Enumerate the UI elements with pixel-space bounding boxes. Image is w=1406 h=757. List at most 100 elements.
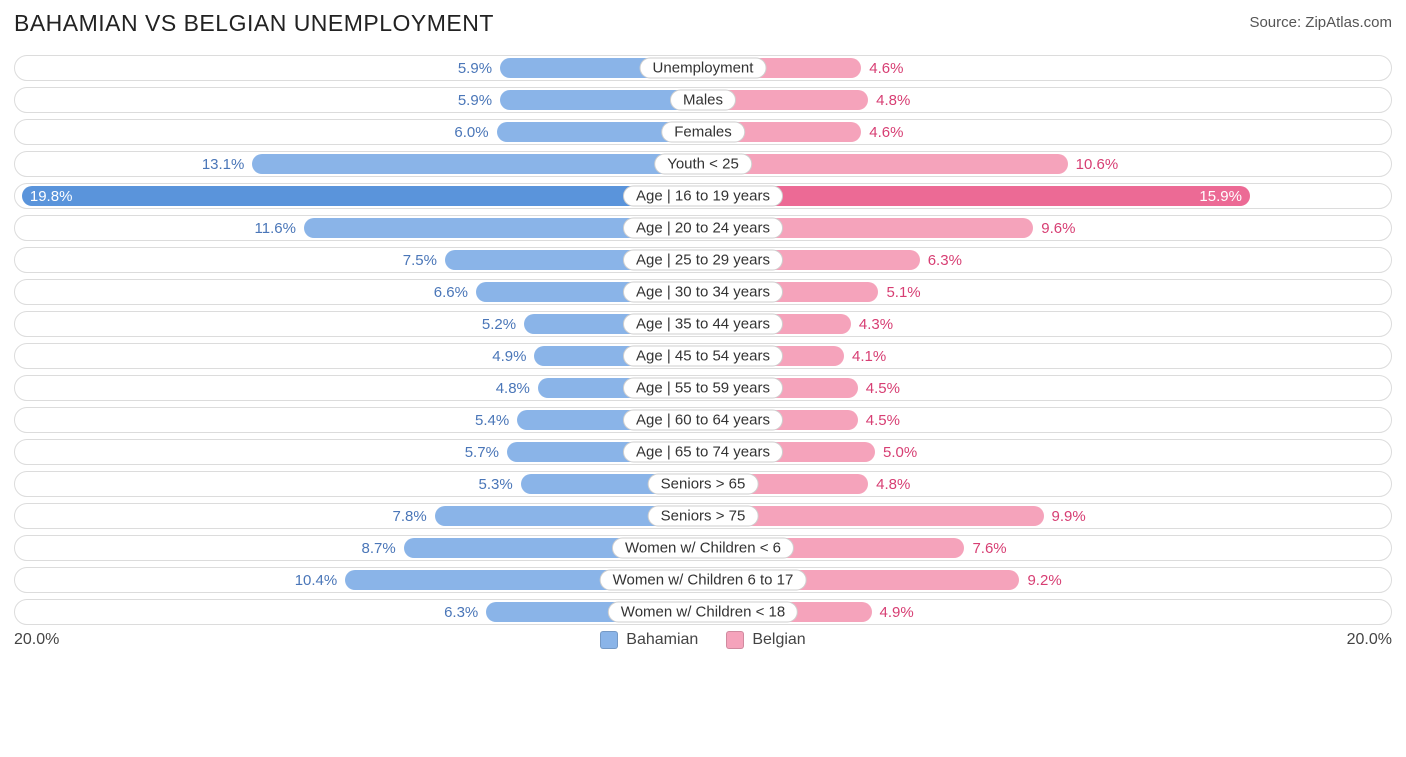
chart-row: 7.8% 9.9% Seniors > 75 (14, 503, 1392, 529)
category-label: Youth < 25 (654, 154, 752, 175)
value-left: 4.8% (496, 376, 538, 400)
chart-row: 6.6% 5.1% Age | 30 to 34 years (14, 279, 1392, 305)
row-right-half: 6.3% (703, 248, 1391, 272)
row-left-half: 11.6% (15, 216, 703, 240)
category-label: Age | 20 to 24 years (623, 218, 783, 239)
row-left-half: 19.8% (15, 184, 703, 208)
value-left: 6.0% (454, 120, 496, 144)
value-left: 6.3% (444, 600, 486, 624)
chart-row: 6.0%4.6%Females (14, 119, 1392, 145)
bar-right (703, 186, 1250, 206)
value-right: 9.2% (1019, 568, 1061, 592)
value-right: 10.6% (1068, 152, 1119, 176)
category-label: Age | 65 to 74 years (623, 442, 783, 463)
row-right-half: 5.0% (703, 440, 1391, 464)
row-left-half: 5.9% (15, 56, 703, 80)
chart-row: 4.9% 4.1% Age | 45 to 54 years (14, 343, 1392, 369)
category-label: Age | 30 to 34 years (623, 282, 783, 303)
value-left: 13.1% (202, 152, 253, 176)
row-left-half: 4.9% (15, 344, 703, 368)
row-right-half: 4.8% (703, 88, 1391, 112)
row-right-half: 4.1% (703, 344, 1391, 368)
chart-header: BAHAMIAN VS BELGIAN UNEMPLOYMENT Source:… (14, 10, 1392, 37)
value-left: 5.7% (465, 440, 507, 464)
bar-right (703, 154, 1068, 174)
value-right: 7.6% (964, 536, 1006, 560)
row-left-half: 13.1% (15, 152, 703, 176)
row-left-half: 6.3% (15, 600, 703, 624)
chart-row: 4.8% 4.5% Age | 55 to 59 years (14, 375, 1392, 401)
row-left-half: 7.8% (15, 504, 703, 528)
category-label: Age | 45 to 54 years (623, 346, 783, 367)
row-left-half: 5.3% (15, 472, 703, 496)
value-right: 4.6% (861, 56, 903, 80)
value-left: 11.6% (255, 216, 304, 240)
chart-row: 10.4% 9.2% Women w/ Children 6 to 17 (14, 567, 1392, 593)
category-label: Women w/ Children < 6 (612, 538, 794, 559)
value-left: 5.2% (482, 312, 524, 336)
legend-label-right: Belgian (752, 631, 805, 649)
value-right: 4.9% (872, 600, 914, 624)
legend-item-left: Bahamian (600, 631, 698, 649)
category-label: Women w/ Children < 18 (608, 602, 798, 623)
category-label: Males (670, 90, 736, 111)
row-left-half: 7.5% (15, 248, 703, 272)
category-label: Women w/ Children 6 to 17 (600, 570, 807, 591)
value-right: 4.1% (844, 344, 886, 368)
category-label: Age | 55 to 59 years (623, 378, 783, 399)
chart-row: 5.3% 4.8% Seniors > 65 (14, 471, 1392, 497)
row-right-half: 9.9% (703, 504, 1391, 528)
chart-row: 5.7% 5.0% Age | 65 to 74 years (14, 439, 1392, 465)
value-left: 7.5% (403, 248, 445, 272)
value-right: 9.9% (1044, 504, 1086, 528)
category-label: Seniors > 75 (648, 506, 759, 527)
value-right: 4.8% (868, 88, 910, 112)
row-left-half: 8.7% (15, 536, 703, 560)
row-left-half: 4.8% (15, 376, 703, 400)
value-right: 5.0% (875, 440, 917, 464)
chart-row: 7.5% 6.3% Age | 25 to 29 years (14, 247, 1392, 273)
value-right: 4.5% (858, 408, 900, 432)
chart-row: 5.2% 4.3%Age | 35 to 44 years (14, 311, 1392, 337)
row-left-half: 6.6% (15, 280, 703, 304)
row-right-half: 4.3% (703, 312, 1391, 336)
chart-title: BAHAMIAN VS BELGIAN UNEMPLOYMENT (14, 10, 494, 37)
row-right-half: 10.6% (703, 152, 1391, 176)
row-right-half: 4.9% (703, 600, 1391, 624)
value-left: 5.3% (478, 472, 520, 496)
value-right: 6.3% (920, 248, 962, 272)
row-right-half: 4.5% (703, 408, 1391, 432)
value-right: 4.5% (858, 376, 900, 400)
chart-row: 13.1% 10.6% Youth < 25 (14, 151, 1392, 177)
row-right-half: 9.6% (703, 216, 1391, 240)
value-right: 4.8% (868, 472, 910, 496)
axis-max-left: 20.0% (14, 631, 59, 649)
value-right: 9.6% (1033, 216, 1075, 240)
value-right: 15.9% (1199, 184, 1250, 208)
value-left: 5.4% (475, 408, 517, 432)
row-left-half: 5.9% (15, 88, 703, 112)
bar-left (252, 154, 703, 174)
chart-row: 6.3% 4.9% Women w/ Children < 18 (14, 599, 1392, 625)
category-label: Age | 25 to 29 years (623, 250, 783, 271)
axis-max-right: 20.0% (1347, 631, 1392, 649)
category-label: Age | 35 to 44 years (623, 314, 783, 335)
row-right-half: 5.1% (703, 280, 1391, 304)
category-label: Seniors > 65 (648, 474, 759, 495)
row-left-half: 5.4% (15, 408, 703, 432)
diverging-bar-chart: 5.9%4.6%Unemployment5.9%4.8%Males6.0%4.6… (14, 55, 1392, 625)
row-right-half: 4.6% (703, 56, 1391, 80)
chart-source: Source: ZipAtlas.com (1249, 14, 1392, 31)
value-left: 10.4% (295, 568, 346, 592)
chart-row: 19.8% 15.9% Age | 16 to 19 years (14, 183, 1392, 209)
category-label: Age | 16 to 19 years (623, 186, 783, 207)
chart-row: 5.9% 4.6% Unemployment (14, 55, 1392, 81)
row-right-half: 15.9% (703, 184, 1391, 208)
category-label: Unemployment (640, 58, 767, 79)
chart-legend: Bahamian Belgian (600, 631, 805, 649)
legend-swatch-left (600, 631, 618, 649)
category-label: Age | 60 to 64 years (623, 410, 783, 431)
legend-label-left: Bahamian (626, 631, 698, 649)
value-right: 5.1% (878, 280, 920, 304)
value-left: 6.6% (434, 280, 476, 304)
